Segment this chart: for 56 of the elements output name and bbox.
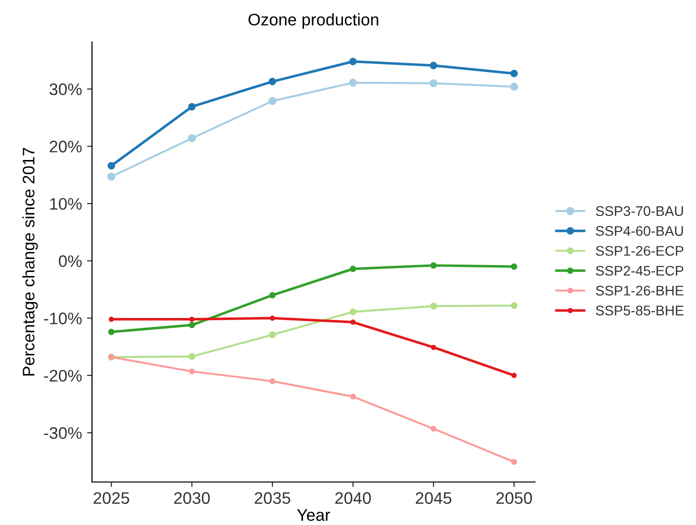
point [268, 78, 276, 86]
point [268, 331, 276, 338]
x-tick-label: 2040 [335, 492, 371, 504]
point [108, 316, 114, 322]
point [108, 328, 115, 336]
point [510, 302, 518, 310]
point [188, 102, 196, 110]
point [188, 353, 196, 360]
point [510, 82, 518, 91]
point [188, 134, 196, 142]
y-tick-label: 0% [58, 255, 82, 268]
point [107, 172, 116, 181]
legend-label: SSP2-45-ECP [596, 266, 684, 276]
point [511, 459, 517, 465]
legend-label: SSP1-26-ECP [596, 246, 684, 256]
y-tick-label: -20% [44, 370, 82, 382]
point [510, 263, 518, 270]
point [430, 62, 438, 70]
point [108, 162, 116, 170]
x-tick-label: 2035 [254, 492, 290, 504]
point [430, 426, 436, 432]
point [350, 266, 356, 272]
point [350, 320, 356, 325]
point [269, 292, 276, 298]
point [270, 378, 276, 384]
point [350, 394, 356, 400]
y-tick-label: 20% [50, 140, 82, 152]
point [188, 368, 195, 374]
legend-label: SSP5-85-BHE [596, 306, 684, 316]
y-axis-title: Percentage change since 2017 [22, 148, 38, 376]
y-tick-label: -30% [44, 427, 82, 439]
point [270, 316, 276, 321]
point [188, 322, 196, 328]
point [349, 308, 356, 316]
point [511, 372, 517, 378]
chart-title: Ozone production [248, 13, 378, 29]
point [430, 262, 437, 269]
point [430, 344, 436, 350]
point [348, 78, 357, 87]
y-tick-label: 10% [50, 198, 82, 210]
x-tick-label: 2050 [496, 492, 532, 504]
point [189, 316, 195, 322]
legend-label: SSP4-60-BAU [596, 226, 683, 236]
point [510, 70, 518, 78]
x-tick-label: 2025 [94, 492, 130, 504]
x-tick-label: 2030 [174, 492, 210, 504]
x-tick-label: 2045 [416, 492, 452, 504]
legend-label: SSP3-70-BAU [596, 206, 683, 216]
y-tick-label: 30% [50, 83, 82, 96]
legend-label: SSP1-26-BHE [596, 286, 684, 296]
point [268, 96, 276, 106]
point [429, 79, 438, 88]
point [430, 302, 437, 310]
point [349, 58, 357, 66]
x-axis-title: Year [297, 509, 330, 521]
y-tick-label: -10% [44, 312, 82, 324]
